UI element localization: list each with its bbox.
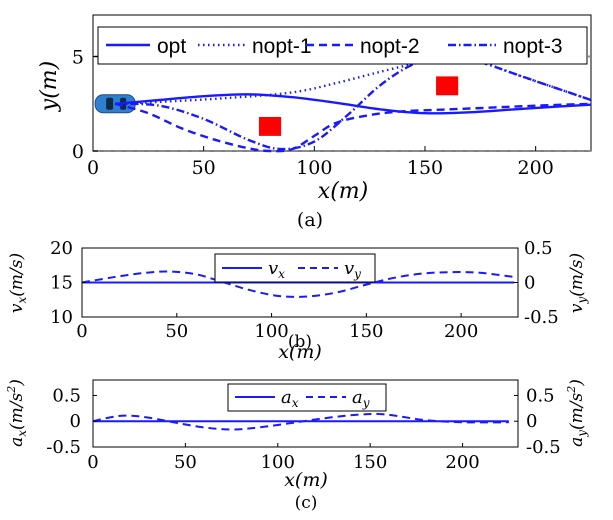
panel-c-ylabel-right: ay(m/s2)	[565, 379, 589, 447]
series-nopt-2	[114, 102, 592, 153]
x-tick-label: 0	[87, 157, 99, 179]
x-tick-label: 50	[165, 321, 188, 342]
panel-b-velocity: 0 50 100 150 200 10 15 20 -0.5 0 0.5 vx vy vx(m/s)…	[7, 238, 589, 363]
obstacles	[259, 76, 459, 136]
series-opt	[114, 93, 592, 115]
panel-c-xlabel: x(m)	[284, 469, 328, 491]
panel-c-ylabel-left: ax(m/s2)	[5, 379, 29, 447]
legend-label-nopt-2: nopt-2	[360, 35, 420, 58]
x-tick-label: 150	[349, 321, 383, 342]
x-tick-label: 50	[192, 157, 216, 179]
legend-label-nopt-1: nopt-1	[252, 35, 312, 58]
panel-a-legend: opt nopt-1 nopt-2 nopt-3	[97, 26, 588, 65]
y-left-tick-label: 20	[50, 238, 73, 259]
y-tick-label: 0	[72, 141, 84, 163]
y-right-tick-label: 0	[526, 411, 537, 432]
y-right-tick-label: -0.5	[526, 437, 561, 458]
legend-label-nopt-3: nopt-3	[503, 35, 563, 58]
panel-b-ticks: 0 50 100 150 200 10 15 20 -0.5 0 0.5	[50, 238, 559, 342]
panel-a-ylabel: y(m)	[37, 61, 62, 112]
legend-label-opt: opt	[157, 35, 186, 58]
x-tick-label: 50	[174, 452, 197, 473]
panel-c-ticks: 0 50 100 150 200 -0.5 0 0.5 -0.5 0 0.5	[46, 385, 560, 473]
panel-a-xlabel: x(m)	[318, 179, 368, 204]
y-tick-label: 5	[72, 47, 84, 69]
x-tick-label: 150	[407, 157, 443, 179]
x-tick-label: 0	[76, 321, 87, 342]
x-tick-label: 100	[254, 321, 288, 342]
panel-c-acceleration: 0 50 100 150 200 -0.5 0 0.5 -0.5 0 0.5 ax ay ax(m/…	[5, 379, 589, 513]
panel-a-ticks: 0 50 100 150 200 0 5	[72, 47, 554, 179]
panel-b-ylabel-left: vx(m/s)	[7, 253, 29, 313]
series-a_y	[92, 412, 509, 431]
panel-c-frame	[92, 379, 519, 448]
y-left-tick-label: 0.5	[52, 385, 81, 406]
x-tick-label: 100	[261, 452, 295, 473]
caption-b: (b)	[288, 332, 312, 352]
y-left-tick-label: 0	[70, 411, 81, 432]
x-tick-label: 150	[353, 452, 387, 473]
x-tick-label: 200	[444, 321, 478, 342]
y-right-tick-label: 0	[524, 273, 535, 294]
series-nopt-3	[115, 55, 592, 151]
series-v_y	[81, 270, 515, 298]
x-tick-label: 100	[296, 157, 332, 179]
y-left-tick-label: 10	[50, 307, 73, 328]
panel-b-xlabel: x(m)	[278, 341, 322, 363]
y-right-tick-label: -0.5	[524, 307, 559, 328]
caption-c: (c)	[295, 493, 318, 513]
trajectory-series	[114, 55, 592, 153]
panel-b-legend: vx vy	[214, 253, 376, 283]
car-window	[106, 97, 114, 110]
acceleration-series	[92, 412, 509, 431]
series-nopt-1	[115, 57, 592, 105]
panel-c-legend: ax ay	[227, 383, 387, 412]
x-tick-label: 200	[518, 157, 554, 179]
x-tick-label: 200	[445, 452, 479, 473]
y-right-tick-label: 0.5	[526, 385, 555, 406]
caption-a: (a)	[297, 209, 323, 231]
panel-b-ylabel-right: vy(m/s)	[567, 253, 589, 313]
x-tick-label: 0	[87, 452, 98, 473]
obstacle-1	[259, 117, 282, 136]
obstacle-2	[436, 76, 459, 96]
y-left-tick-label: -0.5	[46, 437, 81, 458]
legend-box	[97, 26, 588, 65]
y-right-tick-label: 0.5	[524, 238, 553, 259]
y-left-tick-label: 15	[50, 273, 73, 294]
